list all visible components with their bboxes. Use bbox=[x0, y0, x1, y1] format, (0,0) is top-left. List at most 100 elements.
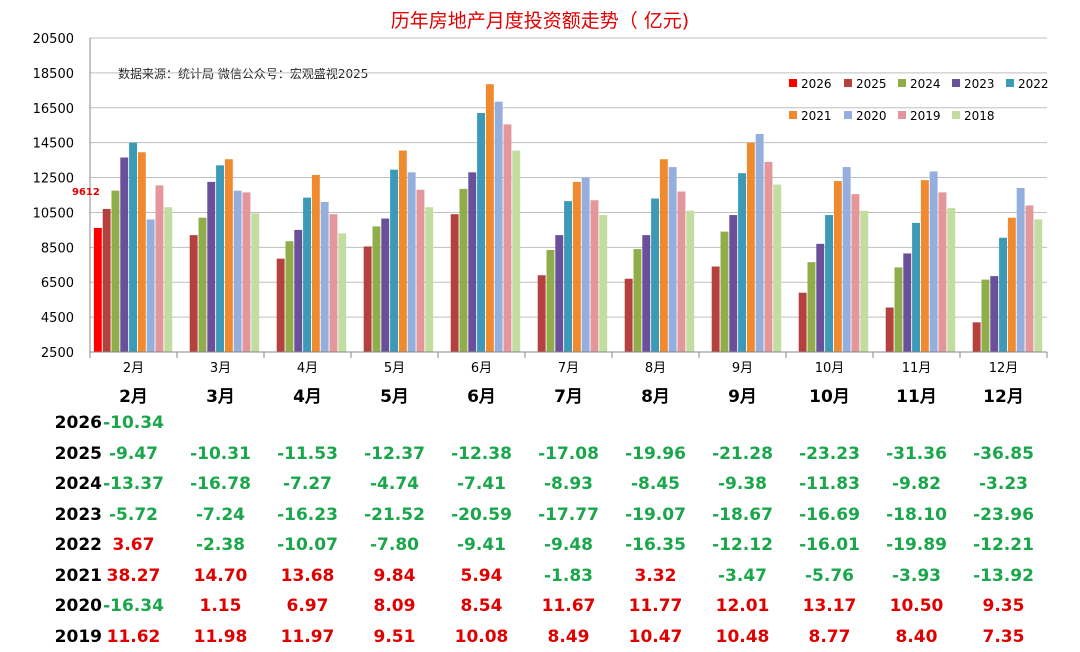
legend-swatch-2026 bbox=[789, 79, 797, 87]
table-row: 2021 38.27 14.70 13.68 9.84 5.94 -1.83 3.32 -3.4… bbox=[40, 561, 1060, 591]
bar-2021-2 bbox=[311, 174, 320, 352]
table-header-cell: 6月 bbox=[467, 387, 496, 407]
bar-2022-3 bbox=[390, 169, 398, 352]
bar-2019-6 bbox=[677, 191, 686, 352]
bar-2025-8 bbox=[798, 292, 807, 352]
table-header-cell: 10月 bbox=[809, 387, 850, 407]
bar-2018-4 bbox=[512, 150, 521, 352]
legend: 2026 2025 2024 2023 2022 2021 2020 2019 2018 bbox=[789, 77, 1049, 123]
table-cell: -23.23 bbox=[799, 443, 860, 464]
x-tick-label: 8月 bbox=[645, 361, 666, 376]
table-cell: -23.96 bbox=[973, 504, 1034, 525]
bar-2024-10 bbox=[981, 279, 990, 352]
table-cell: 14.70 bbox=[193, 565, 248, 586]
bar-2025-7 bbox=[711, 266, 720, 352]
table-cell: -19.89 bbox=[886, 535, 947, 555]
y-tick-label: 6500 bbox=[41, 276, 74, 291]
bar-2023-4 bbox=[468, 172, 477, 352]
table-cell: 8.54 bbox=[460, 596, 503, 616]
table-row-label: 2021 bbox=[54, 565, 102, 586]
bar-2018-1 bbox=[251, 213, 260, 352]
bar-2020-0 bbox=[146, 219, 155, 352]
table-cell: -7.80 bbox=[370, 535, 419, 555]
table-cell: 9.51 bbox=[373, 626, 416, 647]
bar-2023-6 bbox=[642, 235, 651, 352]
bar-2025-1 bbox=[189, 235, 198, 352]
table-cell: -11.83 bbox=[799, 474, 860, 494]
table-cell: 11.97 bbox=[280, 626, 335, 647]
table-cell: -16.01 bbox=[799, 535, 860, 555]
x-tick-label: 5月 bbox=[384, 361, 405, 376]
bar-2020-9 bbox=[929, 171, 938, 352]
table-row-label: 2020 bbox=[54, 596, 102, 616]
bar-2025-10 bbox=[972, 322, 981, 352]
bar-2024-3 bbox=[372, 226, 381, 352]
table-cell: -8.45 bbox=[631, 474, 680, 494]
bar-2018-10 bbox=[1034, 219, 1043, 352]
bar-2021-6 bbox=[659, 159, 668, 352]
y-tick-label: 8500 bbox=[41, 241, 74, 256]
table-cell: -19.96 bbox=[625, 443, 686, 464]
table-row: 2025 -9.47 -10.31 -11.53 -12.37 -12.38 -17.08 -… bbox=[40, 439, 1060, 469]
legend-label-2021: 2021 bbox=[801, 109, 832, 123]
bar-2019-0 bbox=[155, 185, 164, 352]
table-cell: -7.27 bbox=[283, 474, 332, 494]
table-cell: 1.15 bbox=[199, 596, 242, 616]
bar-2020-7 bbox=[755, 133, 764, 352]
bar-2021-1 bbox=[224, 159, 233, 352]
bar-2023-1 bbox=[207, 181, 216, 352]
table-cell: -36.85 bbox=[973, 443, 1034, 464]
table-header-cell: 12月 bbox=[983, 387, 1024, 407]
table-header-row: 2月 3月 4月 5月 6月 7月 8月 9月 10月 11月 12月 bbox=[40, 382, 1060, 412]
table-cell: -18.10 bbox=[886, 504, 947, 525]
table-row: 2026 -10.34 bbox=[40, 408, 1060, 438]
bar-2019-10 bbox=[1025, 205, 1034, 352]
x-axis: 2月 3月 4月 5月 6月 7月 8月 9月 10月 11月 12月 bbox=[89, 351, 1048, 376]
bar-2023-0 bbox=[120, 157, 129, 352]
table-cell: -4.74 bbox=[370, 474, 419, 494]
legend-swatch-2020 bbox=[844, 111, 852, 119]
bar-2020-5 bbox=[581, 177, 590, 352]
x-tick-label: 7月 bbox=[558, 361, 579, 376]
table-cell: -16.34 bbox=[103, 596, 164, 616]
bar-2023-5 bbox=[555, 235, 564, 352]
x-tick-label: 9月 bbox=[732, 361, 753, 376]
table-header-cell: 4月 bbox=[293, 387, 322, 407]
table-cell: -13.37 bbox=[103, 474, 164, 494]
table-cell: -16.35 bbox=[625, 535, 686, 555]
bar-2019-4 bbox=[503, 124, 512, 352]
table-header-cell: 2月 bbox=[119, 387, 148, 407]
bar-2022-0 bbox=[129, 142, 137, 352]
bar-2024-7 bbox=[720, 231, 729, 352]
table-cell: -19.07 bbox=[625, 504, 686, 525]
table-row: 2023 -5.72 -7.24 -16.23 -21.52 -20.59 -17.77 -1… bbox=[40, 500, 1060, 530]
x-tick-label: 6月 bbox=[471, 361, 492, 376]
table-cell: -8.93 bbox=[544, 474, 593, 494]
bar-2025-0 bbox=[102, 208, 111, 352]
bar-2022-1 bbox=[216, 165, 224, 352]
table-cell: -13.92 bbox=[973, 565, 1034, 586]
bar-2022-5 bbox=[564, 201, 572, 352]
y-tick-label: 16500 bbox=[33, 102, 74, 117]
legend-swatch-2024 bbox=[898, 79, 906, 87]
bar-2019-1 bbox=[242, 192, 251, 352]
table-cell: 8.77 bbox=[808, 626, 851, 647]
bar-2021-5 bbox=[572, 181, 581, 352]
bar-2024-8 bbox=[807, 262, 816, 352]
table-cell: 3.67 bbox=[112, 535, 155, 555]
bar-2022-7 bbox=[738, 173, 746, 352]
y-tick-label: 14500 bbox=[33, 137, 74, 152]
table-cell: -3.93 bbox=[892, 565, 941, 586]
bar-2018-8 bbox=[860, 210, 869, 352]
table-cell: -7.41 bbox=[457, 474, 506, 494]
table-cell: 9.84 bbox=[373, 565, 416, 586]
bar-2020-2 bbox=[320, 201, 329, 352]
bar-2021-0 bbox=[137, 152, 146, 352]
table-cell: 12.01 bbox=[715, 596, 770, 616]
table-cell: -9.47 bbox=[109, 443, 158, 464]
legend-swatch-2019 bbox=[898, 111, 906, 119]
legend-swatch-2023 bbox=[952, 79, 960, 87]
legend-swatch-2022 bbox=[1006, 79, 1014, 87]
y-tick-label: 2500 bbox=[41, 346, 74, 361]
table-cell: 13.68 bbox=[280, 565, 335, 586]
